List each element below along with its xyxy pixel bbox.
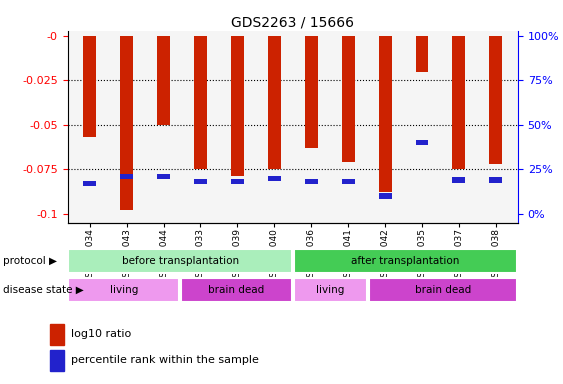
Bar [293,278,367,302]
Bar [453,36,466,169]
Text: brain dead: brain dead [415,285,471,295]
Text: before transplantation: before transplantation [122,256,239,266]
Text: percentile rank within the sample: percentile rank within the sample [71,355,259,365]
Bar [231,179,244,184]
Text: brain dead: brain dead [208,285,265,295]
Bar [50,324,64,345]
Bar [231,36,244,177]
Bar [83,181,96,186]
Bar [181,278,292,302]
Bar [293,249,517,273]
Bar [157,174,170,179]
Bar [194,179,207,184]
Text: protocol ▶: protocol ▶ [3,256,57,266]
Title: GDS2263 / 15666: GDS2263 / 15666 [231,16,354,30]
Bar [369,278,517,302]
Bar [342,36,355,162]
Bar [268,175,281,181]
Bar [120,174,133,179]
Bar [305,36,318,148]
Bar [68,278,180,302]
Bar [378,194,391,199]
Bar [415,36,428,71]
Bar [342,179,355,184]
Text: living: living [110,285,138,295]
Bar [305,179,318,184]
Text: living: living [316,285,345,295]
Bar [453,177,466,183]
Bar [489,177,502,183]
Bar [120,36,133,210]
Bar [378,36,391,192]
Bar [489,36,502,164]
Text: after transplantation: after transplantation [351,256,459,266]
Bar [83,36,96,137]
Text: log10 ratio: log10 ratio [71,329,131,339]
Text: disease state ▶: disease state ▶ [3,285,83,295]
Bar [157,36,170,125]
Bar [68,249,292,273]
Bar [415,140,428,146]
Bar [268,36,281,169]
Bar [50,350,64,371]
Bar [194,36,207,169]
